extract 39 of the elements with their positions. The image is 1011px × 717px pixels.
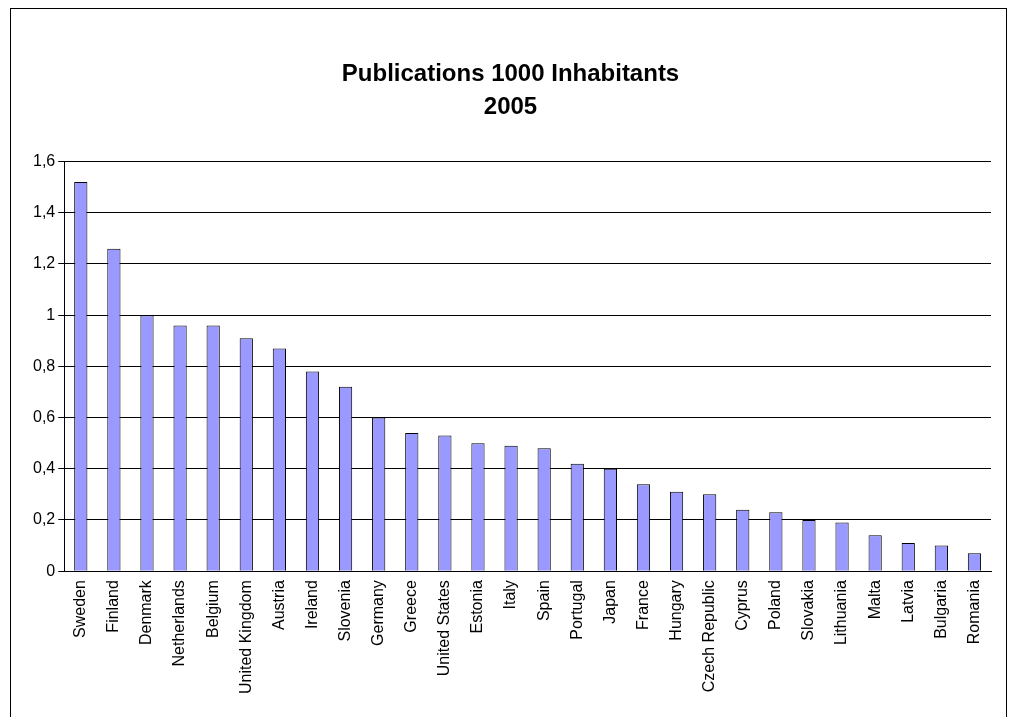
- x-tick-label: Greece: [402, 580, 420, 633]
- x-tick-label: France: [633, 580, 651, 630]
- y-tick-label: 0,2: [32, 510, 56, 528]
- y-tick-label: 0: [46, 561, 56, 579]
- chart-subtitle: 2005: [483, 91, 538, 119]
- y-tick-label: 1: [46, 305, 56, 323]
- y-tick-label: 1,6: [32, 152, 56, 170]
- x-tick-label: Finland: [104, 580, 122, 633]
- x-tick-label: Cyprus: [733, 580, 751, 631]
- x-tick-label: Austria: [269, 580, 287, 630]
- x-tick-label: Spain: [534, 580, 552, 622]
- x-tick-label: Hungary: [666, 580, 684, 641]
- y-tick-label: 1,4: [32, 203, 56, 221]
- x-tick-label: Germany: [369, 580, 387, 646]
- y-tick-label: 1,2: [32, 254, 56, 272]
- x-tick-label: United States: [435, 580, 453, 677]
- y-tick-label: 0,8: [32, 356, 56, 374]
- x-tick-label: United Kingdom: [236, 580, 254, 694]
- x-tick-label: Denmark: [137, 579, 155, 646]
- chart-title: Publications 1000 Inhabitants: [341, 59, 680, 87]
- y-tick-label: 0,4: [32, 459, 56, 477]
- x-tick-label: Slovakia: [799, 580, 817, 641]
- x-tick-label: Portugal: [567, 580, 585, 640]
- x-tick-label: Ireland: [302, 580, 320, 630]
- x-tick-label: Czech Republic: [700, 580, 718, 693]
- x-tick-label: Romania: [964, 580, 982, 645]
- x-tick-label: Slovenia: [335, 580, 353, 642]
- x-tick-label: Poland: [766, 580, 784, 630]
- x-tick-label: Estonia: [468, 580, 486, 634]
- x-tick-label: Japan: [600, 580, 618, 624]
- x-tick-label: Lithuania: [832, 580, 850, 646]
- x-tick-label: Netherlands: [170, 580, 188, 667]
- x-tick-label: Malta: [865, 580, 883, 620]
- x-tick-label: Bulgaria: [931, 580, 949, 639]
- x-tick-label: Italy: [501, 580, 519, 610]
- x-tick-label: Latvia: [898, 580, 916, 623]
- y-tick-label: 0,6: [32, 407, 56, 425]
- x-tick-label: Belgium: [203, 580, 221, 638]
- x-tick-label: Sweden: [71, 580, 89, 638]
